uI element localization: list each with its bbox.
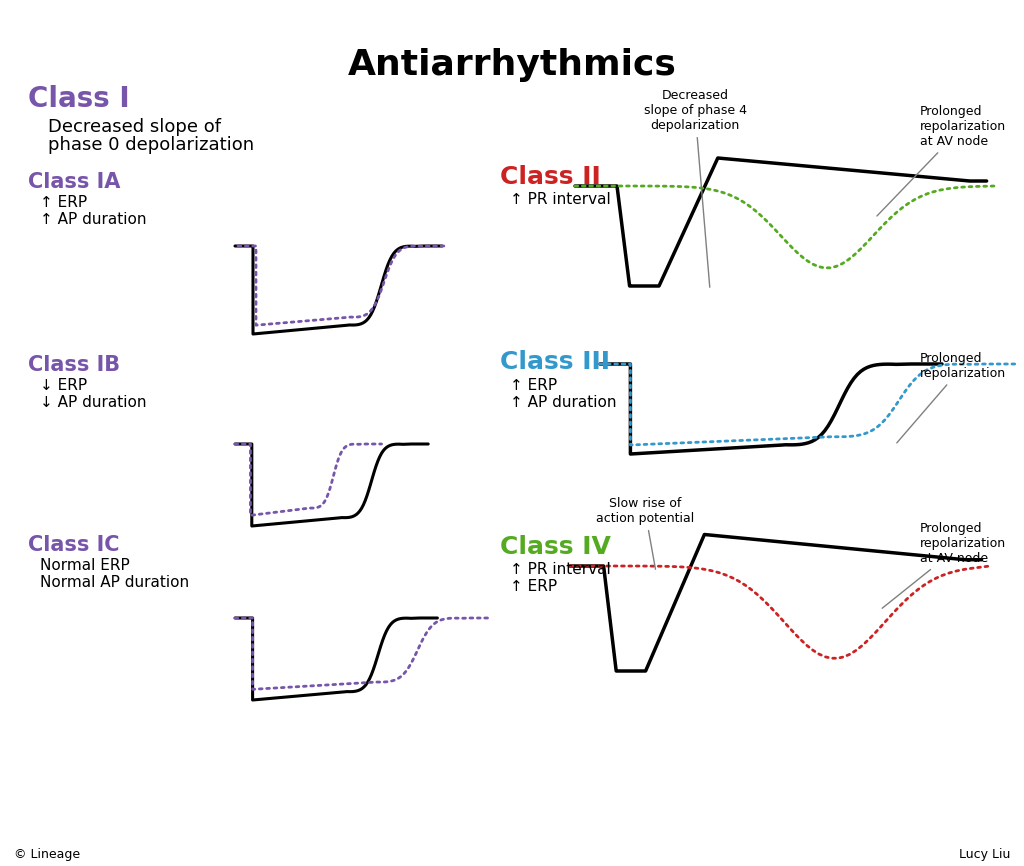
Text: © Lineage: © Lineage — [14, 848, 80, 861]
Text: Slow rise of
action potential: Slow rise of action potential — [596, 497, 694, 569]
Text: ↑ ERP: ↑ ERP — [510, 378, 557, 393]
Text: Normal AP duration: Normal AP duration — [40, 575, 189, 590]
Text: ↓ AP duration: ↓ AP duration — [40, 395, 146, 410]
Text: Class IC: Class IC — [28, 535, 120, 555]
Text: ↑ ERP: ↑ ERP — [40, 195, 87, 210]
Text: Prolonged
repolarization
at AV node: Prolonged repolarization at AV node — [882, 522, 1007, 608]
Text: ↓ ERP: ↓ ERP — [40, 378, 87, 393]
Text: ↑ AP duration: ↑ AP duration — [40, 212, 146, 227]
Text: Class IV: Class IV — [500, 535, 611, 559]
Text: ↑ PR interval: ↑ PR interval — [510, 562, 610, 577]
Text: Decreased
slope of phase 4
depolarization: Decreased slope of phase 4 depolarizatio… — [643, 89, 746, 288]
Text: Prolonged
repolarization
at AV node: Prolonged repolarization at AV node — [877, 105, 1007, 216]
Text: Class III: Class III — [500, 350, 610, 374]
Text: Decreased slope of: Decreased slope of — [48, 118, 221, 136]
Text: Normal ERP: Normal ERP — [40, 558, 130, 573]
Text: Class IA: Class IA — [28, 172, 121, 192]
Text: Class I: Class I — [28, 85, 130, 113]
Text: Class IB: Class IB — [28, 355, 120, 375]
Text: phase 0 depolarization: phase 0 depolarization — [48, 136, 254, 154]
Text: ↑ AP duration: ↑ AP duration — [510, 395, 616, 410]
Text: ↑ PR interval: ↑ PR interval — [510, 192, 610, 207]
Text: Prolonged
repolarization: Prolonged repolarization — [897, 352, 1007, 443]
Text: Lucy Liu: Lucy Liu — [958, 848, 1010, 861]
Text: Class II: Class II — [500, 165, 601, 189]
Text: ↑ ERP: ↑ ERP — [510, 579, 557, 594]
Text: Antiarrhythmics: Antiarrhythmics — [347, 48, 677, 82]
